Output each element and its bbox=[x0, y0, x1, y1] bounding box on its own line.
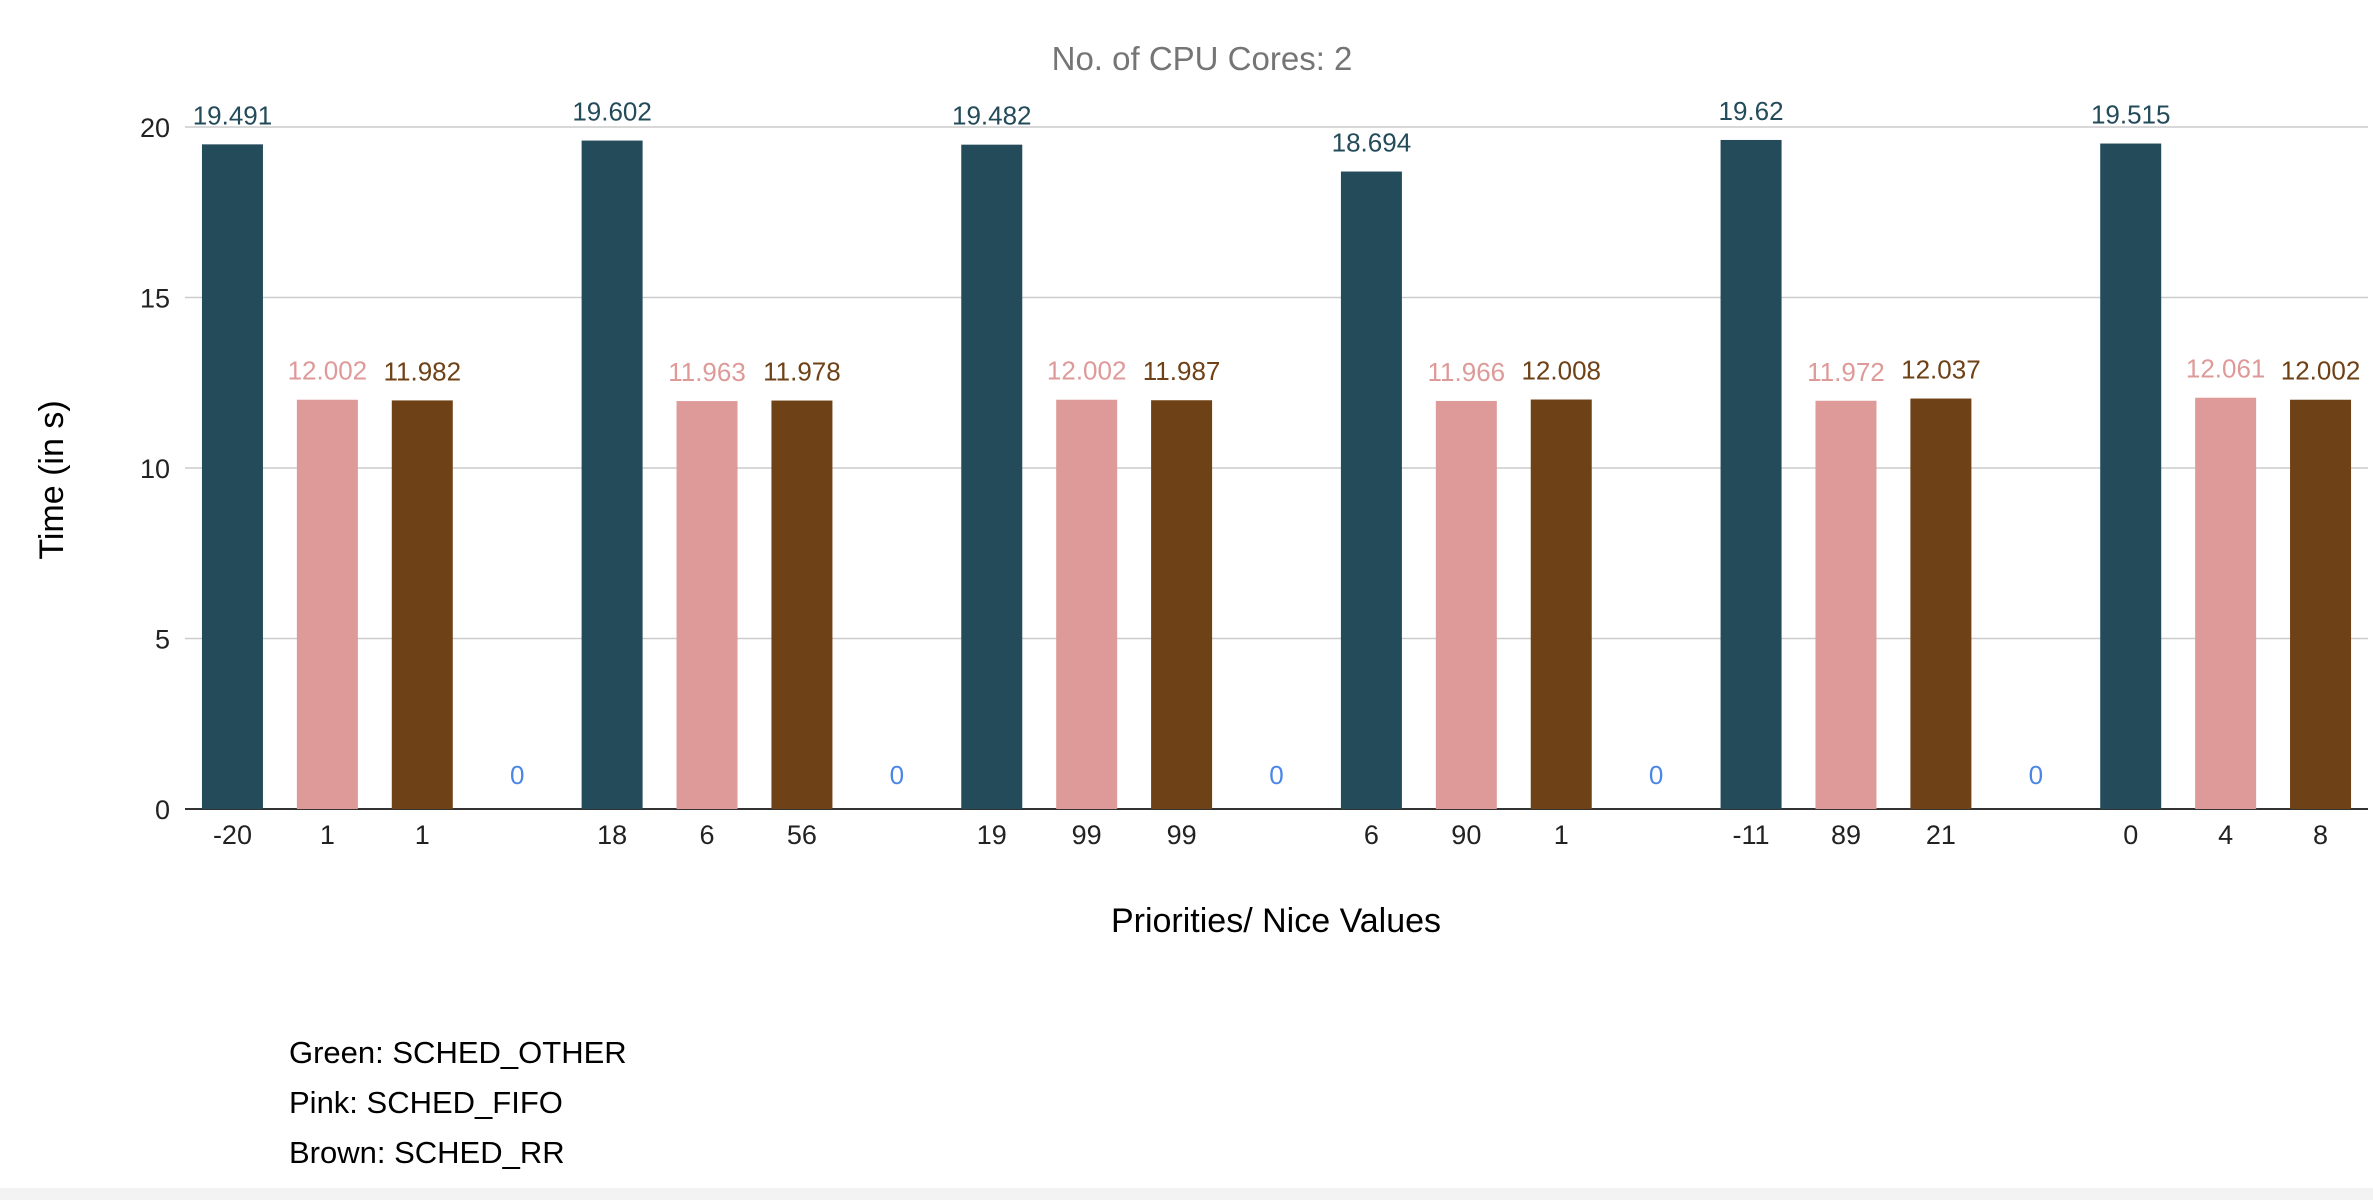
x-tick-label: 0 bbox=[2123, 820, 2138, 850]
data-label: 0 bbox=[890, 760, 904, 790]
x-tick-label: 1 bbox=[320, 820, 335, 850]
bar bbox=[1151, 400, 1213, 809]
bar bbox=[961, 144, 1023, 809]
data-label: 19.491 bbox=[193, 100, 273, 130]
bar bbox=[1910, 398, 1972, 809]
data-label: 18.694 bbox=[1332, 128, 1412, 158]
note-brown: Brown: SCHED_RR bbox=[289, 1135, 565, 1170]
bar bbox=[1056, 399, 1118, 809]
note-pink: Pink: SCHED_FIFO bbox=[289, 1085, 563, 1120]
data-label: 0 bbox=[2029, 760, 2043, 790]
data-labels: 19.491 12.002 11.982 0 19.602 11.963 11.978 0 19… bbox=[193, 96, 2361, 790]
x-tick-label: 1 bbox=[1554, 820, 1569, 850]
chart-title: No. of CPU Cores: 2 bbox=[1052, 40, 1353, 77]
x-tick-label: 1 bbox=[415, 820, 430, 850]
data-label: 11.982 bbox=[383, 356, 461, 386]
x-tick-label: 19 bbox=[977, 820, 1007, 850]
bar bbox=[1530, 399, 1592, 809]
note-green: Green: SCHED_OTHER bbox=[289, 1035, 627, 1070]
data-label: 11.963 bbox=[668, 357, 746, 387]
bar bbox=[771, 400, 833, 809]
x-tick-label: 99 bbox=[1167, 820, 1197, 850]
y-tick-label: 20 bbox=[140, 113, 170, 143]
x-axis-label: Priorities/ Nice Values bbox=[1111, 902, 1441, 940]
x-tick-label: 99 bbox=[1072, 820, 1102, 850]
bar bbox=[1720, 139, 1782, 809]
data-label: 0 bbox=[1649, 760, 1663, 790]
bar bbox=[2195, 397, 2257, 809]
bar bbox=[676, 401, 738, 809]
x-tick-label: 90 bbox=[1451, 820, 1481, 850]
bar bbox=[1435, 400, 1497, 809]
data-label: 12.002 bbox=[1047, 356, 1127, 386]
data-label: 12.037 bbox=[1901, 355, 1981, 385]
bar bbox=[2290, 399, 2352, 809]
data-label: 11.978 bbox=[763, 357, 841, 387]
x-tick-label: 8 bbox=[2313, 820, 2328, 850]
bar bbox=[296, 399, 358, 809]
x-tick-label: 89 bbox=[1831, 820, 1861, 850]
x-tick-label: 6 bbox=[1364, 820, 1379, 850]
bar bbox=[2100, 143, 2162, 809]
data-label: 11.972 bbox=[1807, 357, 1885, 387]
data-label: 0 bbox=[1269, 760, 1283, 790]
bar bbox=[391, 400, 453, 809]
data-label: 12.002 bbox=[2281, 356, 2361, 386]
data-label: 19.62 bbox=[1719, 96, 1784, 126]
y-tick-label: 10 bbox=[140, 454, 170, 484]
x-tick-labels: -20 1 1 18 6 56 19 99 99 6 90 1 -11 89 21 0 4 8 bbox=[213, 820, 2328, 850]
legend-notes: Green: SCHED_OTHER Pink: SCHED_FIFO Brow… bbox=[289, 1028, 627, 1178]
x-tick-label: 18 bbox=[597, 820, 627, 850]
data-label: 12.002 bbox=[288, 356, 368, 386]
y-tick-label: 5 bbox=[155, 625, 170, 655]
data-label: 19.482 bbox=[952, 101, 1032, 131]
x-tick-label: 6 bbox=[700, 820, 715, 850]
gridlines bbox=[185, 126, 2368, 810]
y-tick-label: 0 bbox=[155, 795, 170, 825]
data-label: 19.602 bbox=[572, 97, 652, 127]
y-tick-label: 15 bbox=[140, 284, 170, 314]
bar bbox=[581, 140, 643, 810]
data-label: 11.966 bbox=[1428, 357, 1506, 387]
bar bbox=[1340, 171, 1402, 809]
x-tick-label: -11 bbox=[1733, 820, 1770, 850]
data-label: 19.515 bbox=[2091, 100, 2171, 130]
x-tick-label: 56 bbox=[787, 820, 817, 850]
bar bbox=[1815, 400, 1877, 809]
data-label: 12.061 bbox=[2186, 354, 2266, 384]
bars bbox=[201, 139, 2352, 810]
x-tick-label: 21 bbox=[1926, 820, 1956, 850]
x-tick-label: 4 bbox=[2218, 820, 2233, 850]
y-axis-label: Time (in s) bbox=[33, 400, 71, 559]
data-label: 11.987 bbox=[1143, 356, 1221, 386]
data-label: 0 bbox=[510, 760, 524, 790]
x-tick-label: -20 bbox=[213, 820, 252, 850]
bottom-band bbox=[0, 1188, 2373, 1200]
y-tick-labels: 0 5 10 15 20 bbox=[140, 113, 170, 825]
data-label: 12.008 bbox=[1521, 356, 1601, 386]
bar bbox=[201, 144, 263, 809]
